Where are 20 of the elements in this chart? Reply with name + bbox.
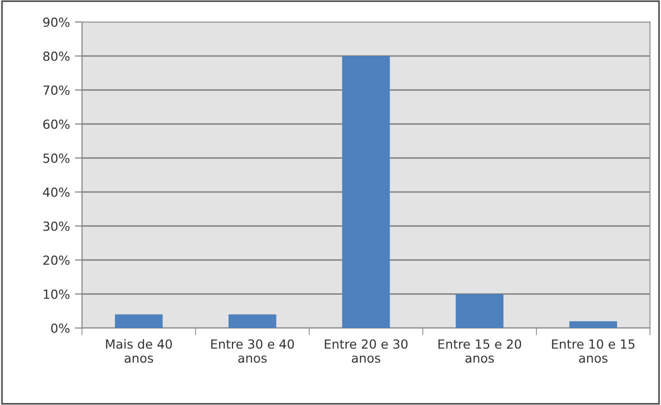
x-tick-label: Entre 15 e 20 anos <box>438 339 522 363</box>
y-tick-label: 60% <box>43 119 70 129</box>
y-tick-label: 70% <box>43 85 70 95</box>
y-tick-label: 30% <box>43 221 70 231</box>
bar <box>456 294 504 328</box>
bar <box>342 56 390 328</box>
y-tick-label: 40% <box>43 187 70 197</box>
x-tick-label: Entre 20 e 30 anos <box>324 339 408 363</box>
y-tick-label: 0% <box>51 323 70 333</box>
y-tick-label: 20% <box>43 255 70 265</box>
y-tick-label: 80% <box>43 51 70 61</box>
bar <box>228 314 276 328</box>
y-tick-label: 10% <box>44 289 70 299</box>
x-tick-label: Mais de 40 anos <box>106 339 172 363</box>
y-tick-label: 50% <box>43 153 70 163</box>
x-tick-label: Entre 10 e 15 anos <box>552 339 634 363</box>
bar <box>114 314 163 328</box>
bar <box>569 321 618 328</box>
x-tick-label: Entre 30 e 40 anos <box>211 339 294 363</box>
y-tick-label: 90% <box>43 17 70 27</box>
